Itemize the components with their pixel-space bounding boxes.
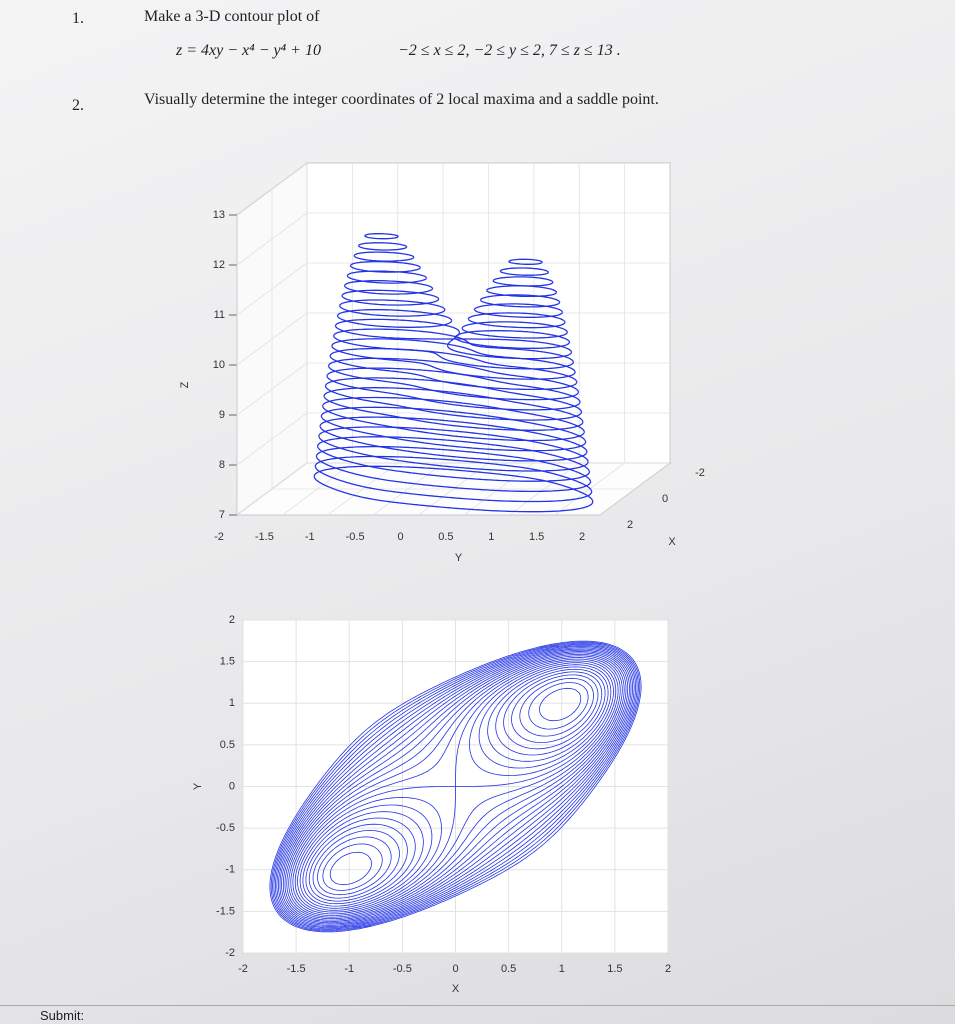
contour-line bbox=[279, 648, 632, 925]
footer: Submit: bbox=[40, 1008, 85, 1023]
contour-line bbox=[314, 455, 593, 503]
y-tick-label: -2 bbox=[225, 947, 235, 959]
z-tick-label: 11 bbox=[214, 309, 225, 321]
y-tick-label: -1.5 bbox=[255, 531, 274, 543]
item-number: 2. bbox=[72, 97, 84, 114]
x-tick-label: 0.5 bbox=[501, 963, 516, 975]
x-tick-label: -2 bbox=[238, 963, 248, 975]
divider bbox=[0, 1005, 955, 1006]
z-tick-label: 7 bbox=[219, 509, 225, 521]
z-tick-label: 13 bbox=[213, 209, 225, 221]
contour-line bbox=[334, 318, 573, 360]
y-tick-label: 0.5 bbox=[220, 739, 235, 751]
x-tick-label: -1.5 bbox=[287, 963, 306, 975]
y-tick-label: 2 bbox=[229, 614, 235, 626]
contour-line bbox=[278, 647, 633, 926]
contour-line bbox=[313, 465, 594, 513]
contour-line bbox=[312, 674, 599, 899]
x-tick-label: 0 bbox=[452, 963, 458, 975]
contour-line bbox=[364, 233, 543, 265]
y-tick-label: -1.5 bbox=[216, 905, 235, 917]
y-tick-label: -1 bbox=[225, 864, 235, 876]
z-tick-label: 9 bbox=[219, 409, 225, 421]
contour-line bbox=[339, 299, 568, 339]
x-tick-label: 2 bbox=[665, 963, 671, 975]
contour-line bbox=[317, 677, 594, 896]
y-tick-label: -0.5 bbox=[216, 822, 235, 834]
equation: z = 4xy − x⁴ − y⁴ + 10 bbox=[176, 42, 321, 59]
contour-line bbox=[275, 645, 636, 928]
z-tick-label: 8 bbox=[219, 459, 225, 471]
contour-line bbox=[322, 396, 585, 442]
x-tick-label: -2 bbox=[695, 467, 705, 479]
x-tick-label: 0 bbox=[662, 493, 668, 505]
y-axis-label: Y bbox=[192, 782, 204, 790]
domain: −2 ≤ x ≤ 2, −2 ≤ y ≤ 2, 7 ≤ z ≤ 13 . bbox=[398, 42, 621, 59]
y-tick-label: -0.5 bbox=[346, 531, 365, 543]
contour-line bbox=[288, 655, 623, 918]
contour-line bbox=[299, 664, 612, 909]
x-axis-label: X bbox=[668, 536, 676, 548]
y-tick-label: 0.5 bbox=[438, 531, 453, 543]
z-tick-label: 10 bbox=[213, 359, 225, 371]
contour-line bbox=[322, 682, 589, 891]
y-tick-label: 0 bbox=[397, 531, 403, 543]
z-tick-label: 12 bbox=[213, 259, 225, 271]
z-axis-label: Z bbox=[179, 381, 191, 388]
contour-line bbox=[308, 671, 603, 902]
item-text: Make a 3-D contour plot of bbox=[144, 8, 320, 25]
y-tick-label: 1 bbox=[229, 697, 235, 709]
contour-line bbox=[286, 653, 625, 920]
y-tick-label: 1 bbox=[488, 531, 494, 543]
contour-line bbox=[357, 242, 550, 276]
x-tick-label: 1 bbox=[559, 963, 565, 975]
x-tick-label: -0.5 bbox=[393, 963, 412, 975]
x-tick-label: 1.5 bbox=[607, 963, 622, 975]
contour-line bbox=[281, 649, 630, 924]
contour-line bbox=[270, 641, 641, 932]
contour-line bbox=[284, 652, 627, 921]
y-tick-label: 0 bbox=[229, 780, 235, 792]
contour-line bbox=[302, 666, 609, 907]
contour-line bbox=[329, 687, 582, 886]
y-tick-label: 1.5 bbox=[220, 656, 235, 668]
y-axis-label: Y bbox=[455, 552, 463, 564]
contour-line bbox=[336, 309, 571, 349]
item-text: Visually determine the integer coordinat… bbox=[144, 91, 659, 108]
y-tick-label: 2 bbox=[579, 531, 585, 543]
item-number: 1. bbox=[72, 10, 84, 27]
contour-line bbox=[320, 406, 587, 452]
contour-line bbox=[273, 643, 638, 930]
contour-line bbox=[290, 657, 621, 916]
x-tick-label: 2 bbox=[627, 519, 633, 531]
contour-line bbox=[316, 436, 591, 482]
y-tick-label: 1.5 bbox=[529, 531, 544, 543]
contour-line bbox=[294, 660, 617, 913]
x-axis-label: X bbox=[452, 983, 460, 995]
contour-line bbox=[269, 640, 642, 933]
x-tick-label: -1 bbox=[344, 963, 354, 975]
contour-line bbox=[282, 651, 629, 922]
contour-line bbox=[292, 658, 619, 915]
contour-line bbox=[272, 642, 639, 931]
contour-line bbox=[331, 338, 576, 380]
contour-line bbox=[353, 251, 554, 287]
y-tick-label: -1 bbox=[305, 531, 315, 543]
contour-line bbox=[315, 445, 592, 493]
contour-line bbox=[346, 270, 561, 308]
y-tick-label: -2 bbox=[214, 531, 224, 543]
contour-line bbox=[297, 662, 614, 911]
contour-line bbox=[305, 668, 606, 905]
contour-line bbox=[276, 646, 635, 927]
